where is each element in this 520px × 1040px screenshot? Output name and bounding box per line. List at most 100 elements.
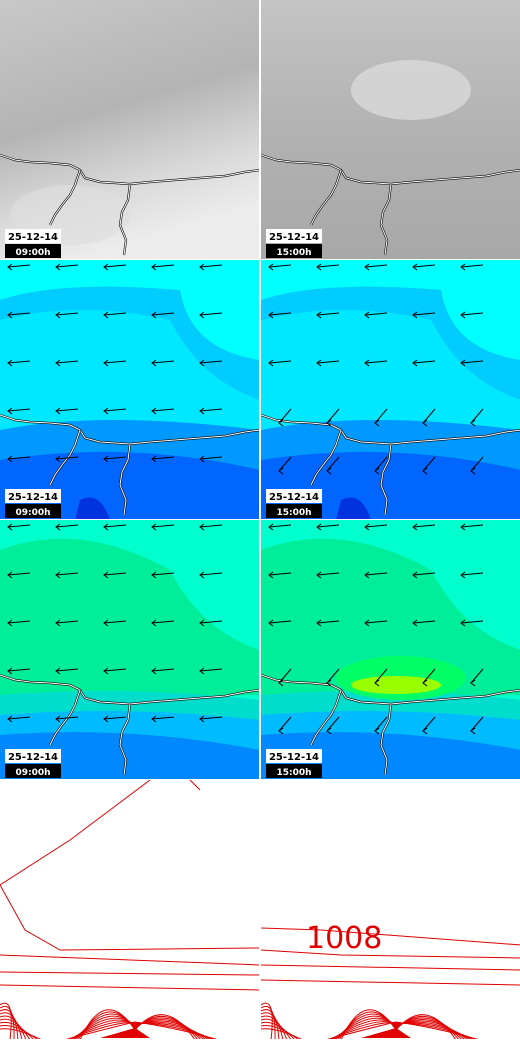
coastline bbox=[49, 689, 81, 746]
wind-arrow-head bbox=[278, 419, 284, 427]
wind-arrow bbox=[422, 456, 436, 472]
coastline bbox=[261, 414, 520, 445]
panel-content bbox=[0, 260, 259, 519]
wind-arrow-head bbox=[326, 727, 332, 735]
panel-content bbox=[261, 260, 520, 519]
isobar bbox=[329, 1021, 474, 1039]
wind-arrow bbox=[316, 620, 340, 624]
wind-arrow bbox=[55, 524, 79, 528]
wind-arrow bbox=[55, 620, 79, 624]
wind-arrow-head bbox=[103, 455, 109, 463]
wind-arrow bbox=[199, 524, 223, 528]
wind-arrow-head bbox=[7, 571, 13, 579]
wind-arrow-head bbox=[470, 467, 476, 475]
date-label: 25-12-14 bbox=[269, 492, 319, 503]
field-band bbox=[0, 310, 259, 440]
wind-arrow bbox=[55, 264, 79, 268]
wind-arrow bbox=[412, 264, 436, 268]
wind-arrow-head bbox=[199, 667, 205, 675]
date-label: 25-12-14 bbox=[269, 752, 319, 763]
coastline bbox=[119, 443, 131, 516]
wind-arrow bbox=[7, 620, 31, 624]
wind-arrow bbox=[103, 360, 127, 364]
wind-arrow bbox=[326, 716, 340, 732]
wind-arrow-head bbox=[199, 523, 205, 531]
map-panel: 25-12-14 15:00h bbox=[261, 0, 520, 259]
wind-arrow-head bbox=[55, 407, 61, 415]
wind-arrow bbox=[199, 572, 223, 576]
wind-arrow-head bbox=[103, 523, 109, 531]
wind-arrow-head bbox=[470, 679, 476, 687]
date-box bbox=[266, 749, 322, 763]
wind-arrow bbox=[103, 524, 127, 528]
wind-arrow-head bbox=[422, 467, 428, 475]
wind-arrow bbox=[199, 716, 223, 720]
wind-arrow bbox=[460, 264, 484, 268]
wind-arrow-head bbox=[55, 523, 61, 531]
wind-arrow-head bbox=[7, 667, 13, 675]
isobar bbox=[68, 1021, 213, 1039]
field-band bbox=[351, 676, 441, 694]
isobar bbox=[261, 1025, 299, 1039]
coastline bbox=[380, 183, 392, 256]
wind-arrow bbox=[470, 716, 484, 732]
wind-arrow-head bbox=[374, 467, 380, 475]
wind-arrow-head bbox=[316, 263, 322, 271]
isobar bbox=[261, 1021, 295, 1039]
wind-arrow-head bbox=[364, 523, 370, 531]
wind-arrow-head bbox=[316, 359, 322, 367]
wind-arrow-head bbox=[151, 455, 157, 463]
wind-arrow-head bbox=[151, 667, 157, 675]
wind-arrow-head bbox=[55, 263, 61, 271]
wind-arrow-head bbox=[460, 311, 466, 319]
time-box bbox=[5, 244, 61, 258]
isobar bbox=[0, 780, 259, 951]
wind-arrow-head bbox=[151, 407, 157, 415]
wind-arrow-head bbox=[103, 619, 109, 627]
isobar bbox=[261, 1012, 284, 1039]
isobar bbox=[261, 927, 520, 946]
wind-arrow bbox=[103, 620, 127, 624]
wind-arrow bbox=[7, 524, 31, 528]
wind-arrow bbox=[374, 668, 388, 684]
wind-arrow-head bbox=[55, 455, 61, 463]
wind-arrow-head bbox=[326, 419, 332, 427]
wind-arrow-head bbox=[199, 311, 205, 319]
wind-arrow bbox=[7, 572, 31, 576]
isobar bbox=[0, 1025, 38, 1039]
wind-arrow bbox=[268, 524, 292, 528]
satellite-image bbox=[261, 0, 520, 259]
panel-content bbox=[0, 780, 259, 1039]
wind-arrow bbox=[422, 716, 436, 732]
coastline bbox=[310, 169, 342, 226]
wind-arrow bbox=[151, 620, 175, 624]
time-box bbox=[5, 504, 61, 518]
wind-arrow-head bbox=[199, 263, 205, 271]
isobar bbox=[0, 1028, 42, 1039]
wind-arrow bbox=[470, 408, 484, 424]
wind-arrow-head bbox=[364, 571, 370, 579]
isobar bbox=[0, 1018, 30, 1039]
isobar bbox=[67, 1022, 215, 1039]
wind-arrow bbox=[151, 312, 175, 316]
isobar bbox=[261, 1028, 303, 1039]
coastline bbox=[119, 183, 131, 256]
wind-arrow bbox=[412, 524, 436, 528]
wind-arrow bbox=[278, 716, 292, 732]
wind-arrow bbox=[199, 620, 223, 624]
wind-arrow-head bbox=[55, 619, 61, 627]
date-label: 25-12-14 bbox=[8, 752, 58, 763]
wind-arrow-head bbox=[364, 263, 370, 271]
field-band bbox=[261, 452, 520, 519]
wind-arrow-head bbox=[316, 619, 322, 627]
wind-arrow-head bbox=[374, 419, 380, 427]
wind-arrow-head bbox=[103, 667, 109, 675]
wind-arrow bbox=[374, 456, 388, 472]
wind-arrow bbox=[103, 408, 127, 412]
wind-arrow bbox=[316, 312, 340, 316]
wind-arrow bbox=[199, 264, 223, 268]
wind-arrow bbox=[412, 620, 436, 624]
wind-arrow bbox=[199, 360, 223, 364]
wind-arrow bbox=[103, 668, 127, 672]
